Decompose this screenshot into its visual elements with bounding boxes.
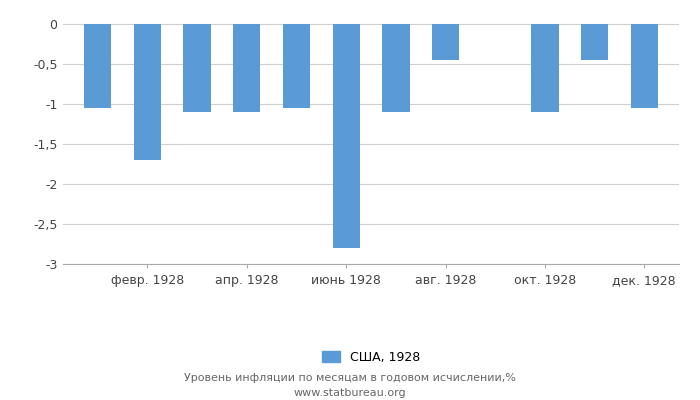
Bar [134,24,161,160]
Bar [283,24,310,108]
Legend: США, 1928: США, 1928 [321,350,421,364]
Bar [332,24,360,248]
Bar [432,24,459,60]
Bar [183,24,211,112]
Bar [581,24,608,60]
Bar [382,24,410,112]
Text: Уровень инфляции по месяцам в годовом исчислении,%: Уровень инфляции по месяцам в годовом ис… [184,373,516,383]
Bar [84,24,111,108]
Bar [531,24,559,112]
Bar [631,24,658,108]
Text: www.statbureau.org: www.statbureau.org [294,388,406,398]
Bar [233,24,260,112]
